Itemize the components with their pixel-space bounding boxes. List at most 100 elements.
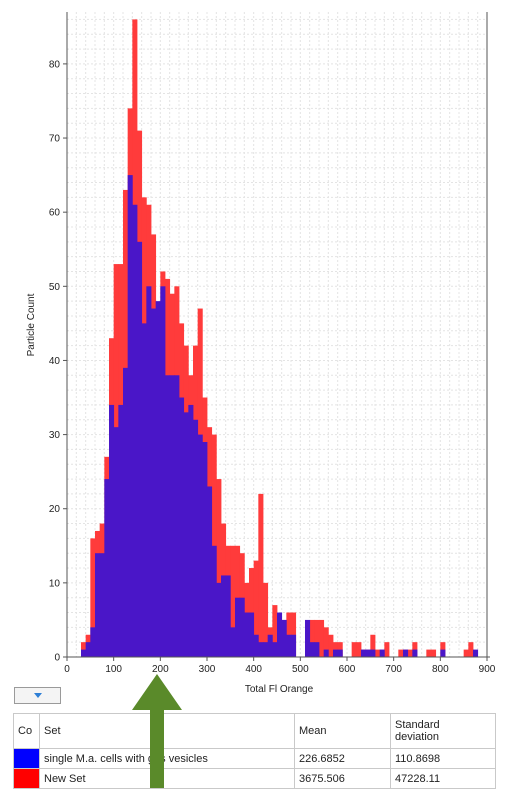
histogram-bar <box>207 486 213 657</box>
column-header-stddev[interactable]: Standard deviation <box>390 713 496 749</box>
histogram-bar <box>272 642 278 657</box>
y-tick-label: 60 <box>49 208 61 219</box>
histogram-bar <box>165 375 171 657</box>
x-tick-label: 100 <box>105 664 122 675</box>
y-tick-label: 20 <box>49 504 61 515</box>
histogram-bar <box>81 649 87 657</box>
histogram-bar <box>333 649 339 657</box>
histogram-bar <box>463 649 469 657</box>
histogram-bar <box>384 642 390 657</box>
legend-header-row: Co Set Mean Standard deviation <box>13 713 496 749</box>
histogram-bar <box>407 649 413 657</box>
y-axis-label: Particle Count <box>26 293 37 356</box>
histogram-bar <box>225 575 231 657</box>
histogram-bar <box>473 649 479 657</box>
histogram-bar <box>398 649 404 657</box>
histogram-bar <box>291 634 297 657</box>
legend-row[interactable]: New Set 3675.506 47228.11 <box>13 768 496 789</box>
legend-table: Co Set Mean Standard deviation single M.a… <box>13 713 496 789</box>
histogram-bar <box>281 619 287 657</box>
histogram-bar <box>244 612 250 657</box>
x-tick-label: 400 <box>245 664 262 675</box>
chart-axes <box>66 12 490 658</box>
histogram-bar <box>123 367 129 657</box>
histogram-bar <box>267 634 273 657</box>
x-tick-label: 300 <box>199 664 216 675</box>
x-tick-label: 900 <box>479 664 496 675</box>
color-swatch[interactable] <box>13 748 40 769</box>
set-mean: 226.6852 <box>294 748 391 769</box>
histogram-bar <box>197 434 203 657</box>
histogram-bar <box>370 649 376 657</box>
up-arrow-annotation <box>132 674 182 788</box>
histogram-bar <box>309 619 315 657</box>
histogram-bar <box>305 619 311 657</box>
set-stddev: 110.8698 <box>390 748 496 769</box>
histogram-chart: 0 100 200 300 400 500 600 700 800 900 0 10 20 30 40 50 6… <box>26 12 496 695</box>
histogram-bar <box>337 649 343 657</box>
histogram-bar <box>286 634 292 657</box>
x-tick-label: 200 <box>152 664 169 675</box>
histogram-bar <box>403 649 409 657</box>
histogram-bar <box>356 642 362 657</box>
histogram-bar <box>314 619 320 657</box>
histogram-bar <box>277 612 283 657</box>
chart-ticks: 0 100 200 300 400 500 600 700 800 900 0 10 20 30 40 50 6… <box>49 59 496 675</box>
histogram-bar <box>361 649 367 657</box>
histogram-bar <box>216 582 222 657</box>
histogram-bar <box>412 649 418 657</box>
histogram-bar <box>253 560 259 657</box>
histogram-bar <box>137 241 143 658</box>
histogram-bar <box>151 308 157 657</box>
histogram-bar <box>370 634 376 657</box>
chevron-down-icon <box>33 693 42 698</box>
histogram-bar <box>258 642 264 657</box>
histogram-bar <box>99 553 105 657</box>
histogram-bar <box>85 642 91 657</box>
column-header-color[interactable]: Co <box>13 713 40 749</box>
column-header-mean[interactable]: Mean <box>294 713 391 749</box>
histogram-bar <box>127 175 133 657</box>
histogram-bar <box>328 634 334 657</box>
histogram-bar <box>263 582 269 657</box>
histogram-bar <box>104 479 110 657</box>
swatch-fill <box>14 749 39 768</box>
y-tick-label: 80 <box>49 59 61 70</box>
histogram-bar <box>179 397 185 657</box>
histogram-bar <box>183 412 189 657</box>
histogram-bar <box>193 419 199 657</box>
histogram-bar <box>314 642 320 657</box>
set-stddev: 47228.11 <box>390 768 496 789</box>
histogram-bar <box>188 404 194 657</box>
histogram-bar <box>235 597 241 657</box>
histogram-bar <box>174 375 180 657</box>
histogram-bar <box>155 301 161 657</box>
histogram-bar <box>90 627 96 657</box>
histogram-bar <box>211 545 217 657</box>
histogram-bar <box>221 575 227 657</box>
histogram-bar <box>169 375 175 657</box>
histogram-bar <box>230 627 236 657</box>
legend-dropdown-button[interactable] <box>14 687 61 704</box>
set-name: New Set <box>39 768 295 789</box>
histogram-bar <box>146 286 152 657</box>
legend-row[interactable]: single M.a. cells with gas vesicles 226.… <box>13 748 496 769</box>
histogram-bar <box>468 642 474 657</box>
x-axis-label: Total Fl Orange <box>245 684 314 695</box>
histogram-bar <box>365 649 371 657</box>
x-tick-label: 600 <box>339 664 356 675</box>
histogram-bar <box>90 538 96 657</box>
set-mean: 3675.506 <box>294 768 391 789</box>
swatch-fill <box>14 769 39 788</box>
histogram-bar <box>426 649 432 657</box>
histogram-bar <box>249 612 255 657</box>
histogram-bar <box>118 404 124 657</box>
histogram-bar <box>113 427 119 657</box>
histogram-bar <box>319 619 325 657</box>
y-tick-label: 40 <box>49 356 61 367</box>
color-swatch[interactable] <box>13 768 40 789</box>
histogram-bar <box>202 442 208 657</box>
y-tick-label: 50 <box>49 282 61 293</box>
histogram-bar <box>379 649 385 657</box>
histogram-bar <box>239 597 245 657</box>
